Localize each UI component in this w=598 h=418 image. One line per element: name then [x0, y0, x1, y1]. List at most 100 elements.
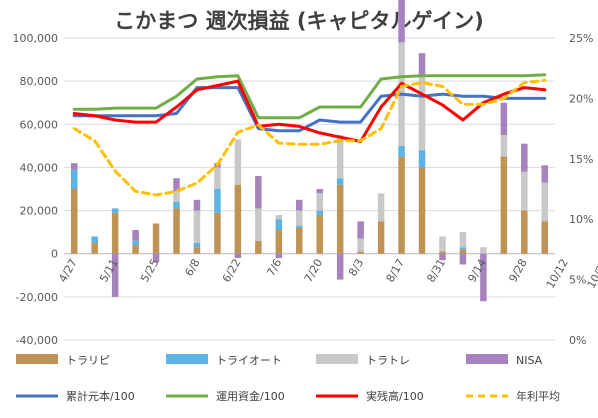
legend-swatch	[166, 354, 208, 364]
bar	[193, 210, 201, 243]
bar	[173, 178, 180, 192]
bar	[316, 210, 323, 215]
bar	[439, 253, 446, 261]
y-right-tick-label: 5%	[569, 274, 586, 287]
bar	[91, 242, 98, 254]
bar	[336, 135, 344, 179]
bar	[521, 171, 528, 211]
y-left-tick-label: 100,000	[13, 32, 59, 45]
bar	[459, 249, 467, 254]
bar	[480, 253, 487, 302]
legend-label: トラトレ	[366, 354, 410, 367]
bar	[439, 251, 446, 254]
bar	[111, 253, 119, 297]
bar	[255, 208, 262, 241]
legend-label: トラリピ	[66, 354, 110, 367]
y-left-tick-label: 80,000	[20, 75, 59, 88]
bar	[418, 150, 426, 168]
bar	[398, 145, 405, 157]
legend-label: トライオート	[216, 354, 282, 367]
y-right-tick-label: 15%	[569, 153, 593, 166]
bar	[357, 251, 364, 254]
bar	[541, 165, 549, 183]
bar	[316, 193, 323, 211]
legend-swatch	[316, 354, 358, 364]
legend-label: 実残高/100	[366, 389, 424, 403]
y-right-tick-label: 10%	[569, 213, 593, 226]
bar	[296, 210, 303, 226]
bar	[173, 208, 180, 254]
y-axis-right: 0% 5% 10% 15% 20% 25%	[569, 32, 593, 347]
bar	[234, 184, 242, 254]
bar	[418, 167, 426, 254]
legend-swatch	[16, 354, 58, 364]
bar	[132, 229, 139, 241]
bar	[336, 178, 344, 185]
bar	[234, 139, 242, 185]
bar	[193, 242, 201, 248]
bar	[132, 245, 139, 254]
bar	[541, 221, 549, 254]
bar	[193, 199, 201, 211]
bar	[275, 253, 283, 259]
y-left-tick-label: 40,000	[20, 161, 59, 174]
bar	[500, 135, 508, 157]
bar	[296, 199, 303, 211]
bar	[275, 219, 283, 230]
bar	[111, 212, 119, 254]
bar	[214, 189, 221, 213]
bar	[480, 247, 487, 254]
y-left-tick-label: -20,000	[16, 291, 58, 304]
legend-label: 累計元本/100	[66, 389, 135, 403]
legend-label: NISA	[516, 354, 543, 367]
bar	[214, 167, 221, 189]
bar	[459, 232, 467, 248]
bar	[418, 53, 426, 75]
bar	[500, 156, 508, 254]
bar	[91, 236, 98, 243]
y-axis-left: -40,000 -20,000 0 20,000 40,000 60,000 80,000 1…	[13, 32, 59, 347]
bar	[541, 182, 549, 222]
y-left-tick-label: 0	[51, 248, 58, 261]
bar	[418, 74, 426, 151]
bar	[398, 0, 405, 43]
y-left-tick-label: -40,000	[16, 334, 58, 347]
bar	[173, 201, 180, 209]
y-right-tick-label: 0%	[569, 334, 586, 347]
bar	[377, 221, 385, 254]
bar	[296, 225, 303, 228]
bar	[296, 227, 303, 254]
bar	[255, 240, 262, 254]
bar	[275, 214, 283, 220]
bar	[193, 247, 201, 254]
bar	[132, 240, 139, 246]
bar	[173, 191, 180, 202]
series-line	[72, 86, 547, 133]
series-line	[72, 79, 547, 143]
series-line	[72, 78, 547, 197]
bar	[275, 229, 283, 254]
bar	[316, 214, 323, 254]
legend: トラリピ トライオート トラトレ NISA 累計元本/100 運用資金/100 実残高/10…	[16, 354, 560, 403]
bar	[111, 208, 119, 213]
y-left-tick-label: 60,000	[20, 118, 59, 131]
legend-swatch	[466, 354, 508, 364]
y-left-tick-label: 20,000	[20, 205, 59, 218]
y-right-tick-label: 20%	[569, 92, 593, 105]
bar	[336, 253, 344, 280]
line-series	[72, 73, 547, 197]
bar	[70, 189, 78, 254]
bar	[316, 189, 323, 194]
bar	[214, 212, 221, 254]
bar	[357, 221, 364, 239]
bar	[459, 253, 467, 265]
bar	[459, 247, 467, 250]
bar	[152, 253, 160, 263]
bar	[521, 210, 528, 254]
bar	[70, 163, 78, 170]
bar	[234, 253, 242, 259]
bar	[439, 236, 446, 252]
bar	[521, 143, 528, 172]
bar	[357, 238, 364, 252]
